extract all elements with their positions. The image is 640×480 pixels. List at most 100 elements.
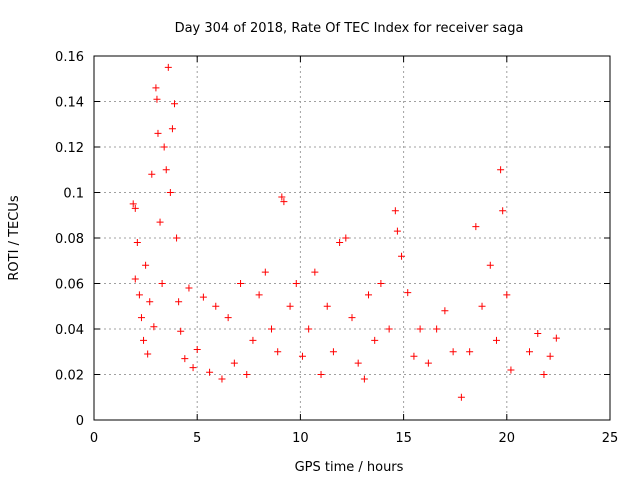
data-point <box>156 218 164 226</box>
data-point <box>135 291 143 299</box>
data-point <box>175 298 183 306</box>
data-point <box>185 284 193 292</box>
data-point <box>218 375 226 383</box>
data-point <box>146 298 154 306</box>
data-point <box>311 268 319 276</box>
data-point <box>552 334 560 342</box>
data-point <box>255 291 263 299</box>
y-tick-label: 0.08 <box>55 232 84 247</box>
data-point <box>466 348 474 356</box>
data-point <box>492 336 500 344</box>
y-axis-label: ROTI / TECUs <box>7 195 22 280</box>
data-point <box>268 325 276 333</box>
data-point <box>478 302 486 310</box>
data-point <box>144 350 152 358</box>
y-tick-label: 0.14 <box>55 96 84 111</box>
data-point <box>164 63 172 71</box>
data-point <box>424 359 432 367</box>
data-point <box>230 359 238 367</box>
data-point <box>472 223 480 231</box>
data-point <box>166 189 174 196</box>
x-tick-label: 20 <box>499 431 516 446</box>
data-point <box>360 375 368 383</box>
y-tick-label: 0.1 <box>63 187 84 202</box>
ticks: 0 5 10 15 20 25 0 0.02 0.04 0.06 0.08 0.1 0.12 0.14 0.… <box>55 50 618 446</box>
x-tick-label: 15 <box>395 431 412 446</box>
data-point <box>131 204 139 212</box>
data-point <box>449 348 457 356</box>
data-point <box>497 166 505 174</box>
data-point <box>224 314 232 322</box>
data-point <box>507 366 515 374</box>
data-point <box>305 325 313 333</box>
data-point <box>153 95 161 103</box>
data-point <box>189 364 197 372</box>
data-point <box>398 252 406 260</box>
data-point <box>237 280 245 287</box>
data-point <box>193 345 201 353</box>
data-point <box>540 371 548 378</box>
data-point <box>486 261 494 269</box>
data-point <box>457 393 465 401</box>
data-point <box>160 143 168 151</box>
data-point <box>323 302 331 310</box>
data-point <box>393 227 401 235</box>
data-point <box>261 268 269 276</box>
data-point <box>131 275 139 283</box>
data-point <box>243 371 251 378</box>
data-point <box>158 280 166 287</box>
data-point <box>365 291 373 299</box>
x-tick-label: 25 <box>602 431 619 446</box>
data-point <box>286 302 294 310</box>
data-point <box>377 280 385 287</box>
data-point <box>152 84 160 92</box>
data-point <box>433 325 441 333</box>
data-point <box>249 336 257 344</box>
data-point <box>385 325 393 333</box>
data-point <box>441 307 449 315</box>
data-point <box>150 323 158 331</box>
data-point <box>292 280 300 287</box>
data-point <box>499 207 507 215</box>
data-point <box>278 193 286 201</box>
data-point <box>133 239 141 247</box>
data-point <box>526 348 534 356</box>
data-point <box>199 293 207 301</box>
data-point <box>342 234 350 242</box>
x-tick-label: 5 <box>193 431 201 446</box>
x-tick-label: 0 <box>90 431 98 446</box>
data-point <box>137 314 145 322</box>
data-point <box>534 330 542 338</box>
data-point <box>317 371 325 378</box>
data-point <box>274 348 282 356</box>
data-point <box>371 336 379 344</box>
data-point <box>410 352 418 360</box>
data-point <box>142 261 150 269</box>
y-tick-label: 0.12 <box>55 141 84 156</box>
chart-title: Day 304 of 2018, Rate Of TEC Index for r… <box>175 21 524 36</box>
x-tick-label: 10 <box>292 431 309 446</box>
data-point <box>416 325 424 333</box>
data-point <box>212 302 220 310</box>
data-point <box>503 291 511 299</box>
data-point <box>348 314 356 322</box>
data-point <box>298 352 306 360</box>
y-tick-label: 0.04 <box>55 323 84 338</box>
data-point <box>336 239 344 247</box>
x-axis-label: GPS time / hours <box>295 460 404 475</box>
data-point <box>329 348 337 356</box>
data-point <box>177 327 185 335</box>
data-point <box>140 336 148 344</box>
data-point <box>280 198 288 206</box>
data-points <box>129 63 560 401</box>
data-point <box>162 166 170 174</box>
data-point <box>173 234 181 242</box>
grid <box>94 56 610 420</box>
y-tick-label: 0.02 <box>55 369 84 384</box>
data-point <box>404 289 412 297</box>
data-point <box>154 129 162 137</box>
data-point <box>148 170 156 178</box>
data-point <box>181 355 189 363</box>
